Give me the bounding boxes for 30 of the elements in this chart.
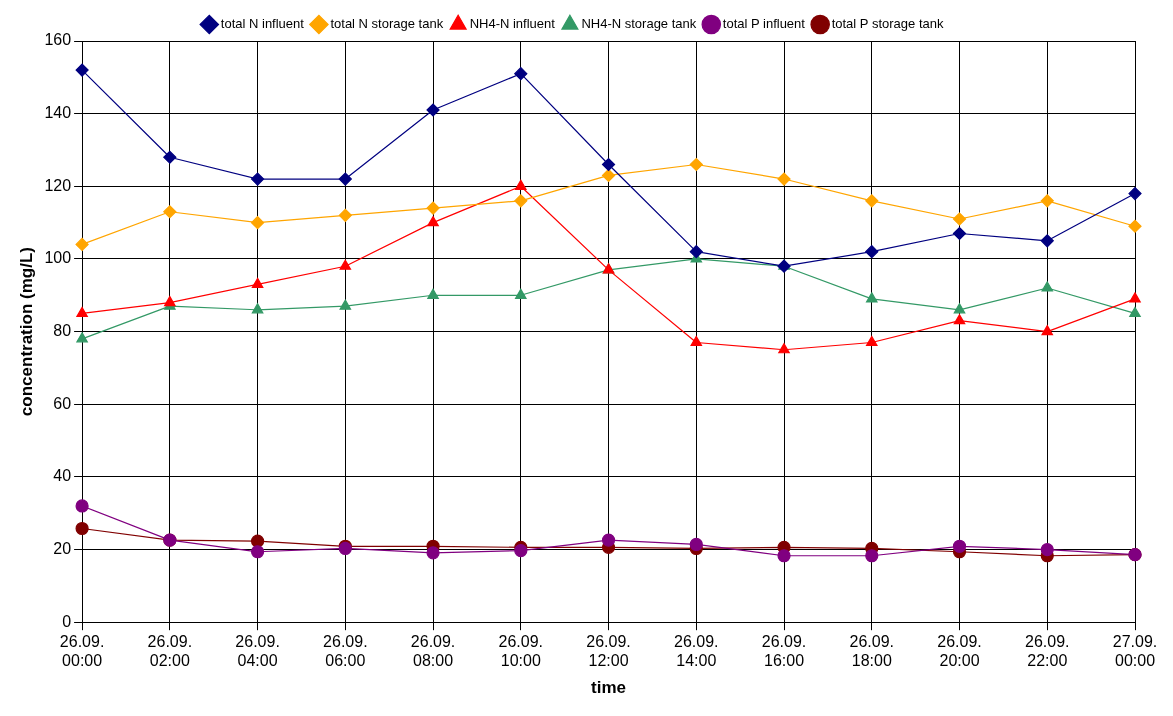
legend-label: total P storage tank	[831, 16, 944, 32]
x-tick-label: 26.09. 10:00	[498, 633, 544, 670]
y-tick-label: 60	[53, 394, 72, 412]
y-tick-label: 160	[44, 31, 72, 49]
x-tick-label: 26.09. 16:00	[761, 633, 807, 670]
x-tick-label: 26.09. 18:00	[849, 633, 895, 670]
x-axis-title: time	[591, 678, 627, 698]
x-tick-label: 26.09. 12:00	[586, 633, 631, 670]
x-tick-label: 26.09. 02:00	[147, 633, 193, 670]
y-tick-label: 40	[53, 467, 72, 485]
y-tick-label: 120	[44, 176, 72, 194]
x-tick-label: 26.09. 22:00	[1025, 633, 1070, 670]
x-tick-label: 26.09. 06:00	[323, 633, 368, 670]
y-tick-label: 0	[62, 612, 72, 630]
y-axis-title: concentration (mg/L)	[16, 247, 36, 417]
y-tick-label: 20	[53, 539, 72, 557]
legend-label: total N influent	[220, 16, 305, 32]
legend-label: total N storage tank	[330, 16, 444, 32]
x-tick-label: 26.09. 14:00	[674, 633, 719, 670]
x-tick-label: 26.09. 20:00	[937, 633, 982, 670]
legend-label: total P influent	[722, 16, 806, 32]
x-tick-label: 27.09. 00:00	[1112, 633, 1158, 670]
y-tick-label: 80	[53, 322, 72, 340]
x-tick-label: 26.09. 04:00	[235, 633, 280, 670]
x-tick-label: 26.09. 08:00	[410, 633, 456, 670]
x-tick-label: 26.09. 00:00	[59, 633, 105, 670]
y-tick-label: 140	[44, 104, 72, 122]
legend-label: NH4-N storage tank	[581, 16, 697, 32]
legend-label: NH4-N influent	[469, 16, 556, 32]
y-tick-label: 100	[44, 249, 72, 267]
